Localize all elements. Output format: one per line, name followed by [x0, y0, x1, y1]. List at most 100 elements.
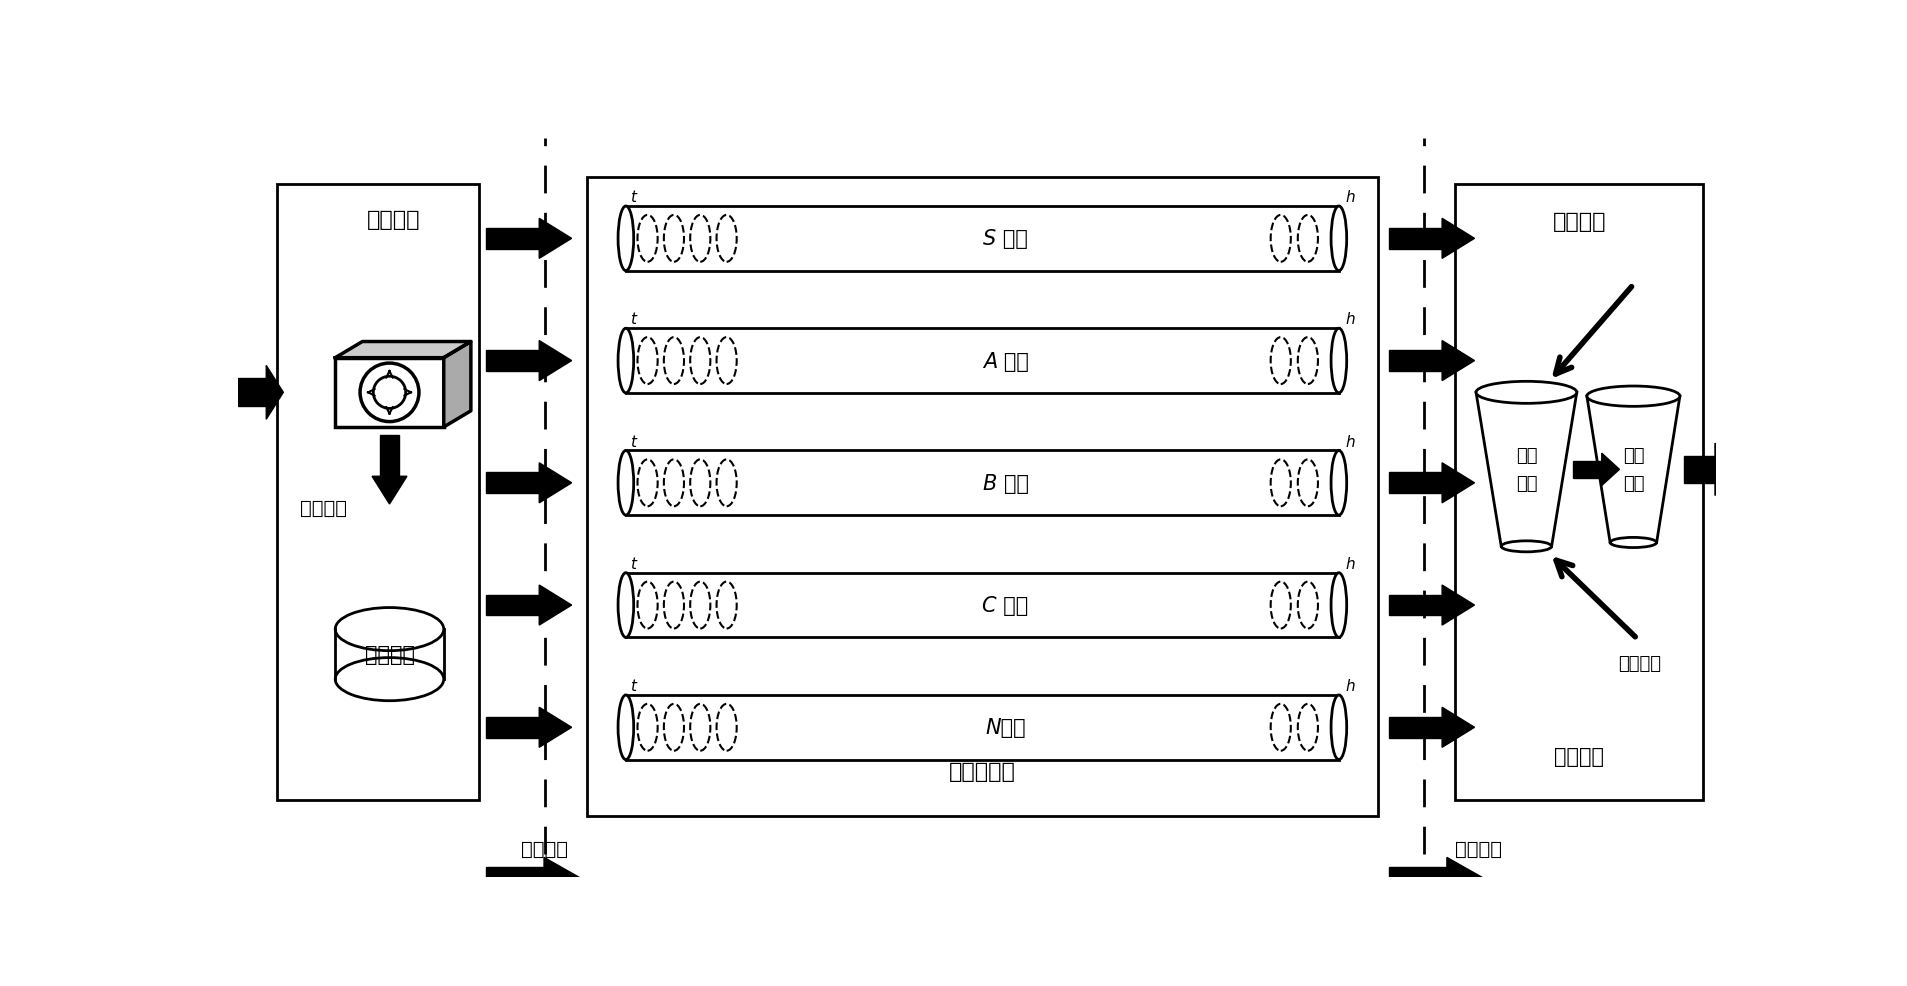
Ellipse shape [637, 704, 658, 751]
Text: 恒定: 恒定 [1623, 474, 1644, 493]
Ellipse shape [1299, 459, 1318, 507]
Ellipse shape [618, 207, 633, 271]
Ellipse shape [717, 216, 736, 262]
Bar [587, 177, 1377, 816]
Text: 出列控制: 出列控制 [1552, 212, 1606, 232]
Ellipse shape [637, 459, 658, 507]
Text: 数据暂存: 数据暂存 [364, 645, 414, 665]
Text: 可变: 可变 [1516, 474, 1537, 493]
Ellipse shape [1331, 329, 1346, 393]
Text: N队列: N队列 [986, 718, 1026, 738]
Ellipse shape [717, 459, 736, 507]
Text: h: h [1344, 678, 1354, 693]
Bar [486, 229, 540, 249]
Ellipse shape [664, 216, 685, 262]
Text: t: t [629, 313, 635, 327]
Ellipse shape [1270, 459, 1291, 507]
Ellipse shape [1299, 582, 1318, 629]
Text: t: t [629, 190, 635, 205]
Ellipse shape [717, 338, 736, 385]
Ellipse shape [690, 216, 709, 262]
Bar [486, 351, 540, 372]
Bar [625, 573, 1339, 638]
Polygon shape [1476, 393, 1577, 547]
Bar [379, 435, 399, 477]
Ellipse shape [664, 582, 685, 629]
Text: h: h [1344, 313, 1354, 327]
Bar [486, 473, 540, 494]
Ellipse shape [1270, 704, 1291, 751]
Ellipse shape [336, 608, 444, 651]
Bar [238, 379, 267, 407]
Ellipse shape [1299, 338, 1318, 385]
Bar [486, 595, 540, 616]
Ellipse shape [1270, 338, 1291, 385]
Bar [1455, 185, 1703, 801]
Ellipse shape [664, 338, 685, 385]
Polygon shape [540, 586, 572, 625]
Bar [486, 867, 543, 888]
Ellipse shape [1299, 704, 1318, 751]
Text: h: h [1344, 434, 1354, 450]
Text: t: t [629, 678, 635, 693]
Bar [625, 329, 1339, 393]
Ellipse shape [1331, 695, 1346, 760]
Polygon shape [336, 342, 471, 358]
Text: 数据补齐: 数据补齐 [521, 839, 568, 858]
Ellipse shape [1501, 541, 1552, 552]
Polygon shape [1442, 708, 1474, 747]
Polygon shape [1602, 454, 1619, 486]
Ellipse shape [664, 459, 685, 507]
Bar [277, 185, 479, 801]
Polygon shape [540, 341, 572, 382]
Ellipse shape [637, 582, 658, 629]
Bar [486, 717, 540, 738]
Text: 数据补齐: 数据补齐 [1617, 655, 1661, 672]
Bar [1684, 457, 1714, 483]
Bar [625, 451, 1339, 516]
Ellipse shape [1331, 451, 1346, 516]
Ellipse shape [1270, 216, 1291, 262]
Bar [625, 695, 1339, 760]
Text: h: h [1344, 190, 1354, 205]
Bar [625, 207, 1339, 271]
Polygon shape [540, 219, 572, 259]
Ellipse shape [1270, 582, 1291, 629]
Polygon shape [1442, 219, 1474, 259]
Ellipse shape [1331, 207, 1346, 271]
Polygon shape [1714, 444, 1733, 496]
Polygon shape [1587, 396, 1680, 543]
Ellipse shape [690, 704, 709, 751]
Text: h: h [1344, 556, 1354, 571]
Ellipse shape [618, 329, 633, 393]
Bar [336, 358, 444, 428]
Text: 流量控制: 流量控制 [1554, 746, 1604, 766]
Bar [1390, 229, 1442, 249]
Ellipse shape [1476, 382, 1577, 404]
Bar [1390, 351, 1442, 372]
Text: 入列控制: 入列控制 [366, 210, 420, 230]
Bar [1390, 867, 1447, 888]
Polygon shape [543, 858, 580, 897]
Polygon shape [1442, 463, 1474, 503]
Polygon shape [1442, 586, 1474, 625]
Circle shape [374, 377, 406, 409]
Ellipse shape [637, 338, 658, 385]
Bar [336, 629, 444, 679]
Ellipse shape [1610, 537, 1657, 548]
Bar [1390, 595, 1442, 616]
Ellipse shape [717, 582, 736, 629]
Ellipse shape [336, 658, 444, 701]
Bar [1573, 461, 1602, 478]
Text: t: t [629, 434, 635, 450]
Text: 输出: 输出 [1623, 447, 1644, 465]
Ellipse shape [664, 704, 685, 751]
Ellipse shape [1331, 573, 1346, 638]
Text: 输出: 输出 [1516, 447, 1537, 465]
Ellipse shape [690, 582, 709, 629]
Bar [1390, 717, 1442, 738]
Ellipse shape [690, 338, 709, 385]
Ellipse shape [618, 695, 633, 760]
Text: 数据补齐: 数据补齐 [1455, 839, 1503, 858]
Text: C 队列: C 队列 [982, 596, 1028, 615]
